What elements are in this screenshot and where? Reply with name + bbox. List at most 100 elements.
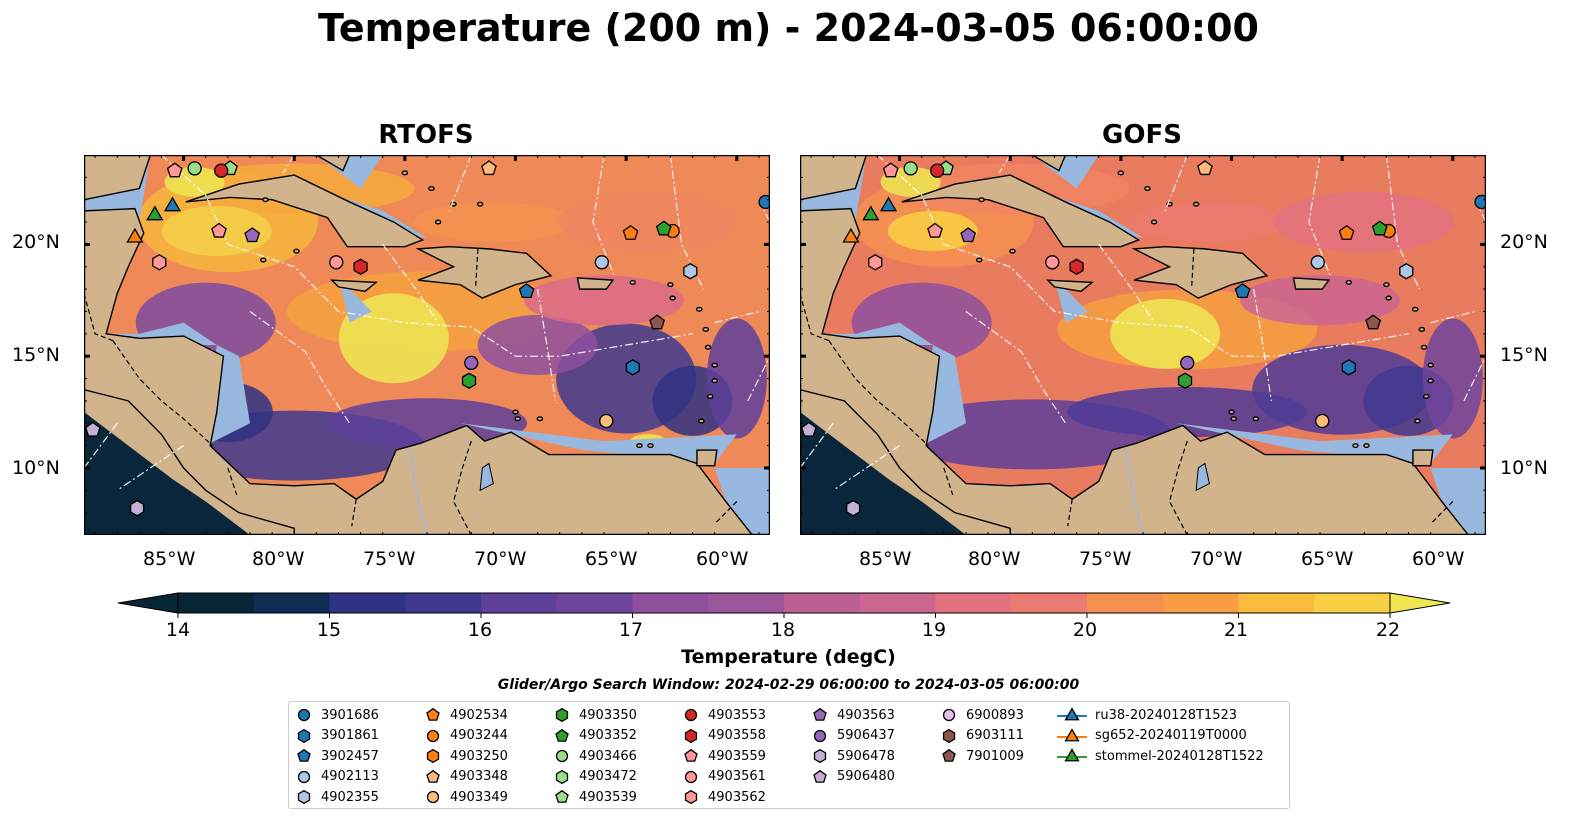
legend-label: ru38-20240128T1523 xyxy=(1095,707,1238,723)
legend-triangle-marker xyxy=(1064,707,1080,721)
argo-float-4903553 xyxy=(930,163,945,178)
colorbar-bin xyxy=(405,593,482,613)
legend-label: 5906478 xyxy=(837,748,895,764)
pedro-bank xyxy=(338,277,372,323)
glider-stommel-20240128T1522 xyxy=(862,205,880,221)
colorbar-bin xyxy=(178,593,255,613)
panel-title-rtofs: RTOFS xyxy=(378,120,474,150)
legend-marker xyxy=(426,769,440,783)
colorbar-bin xyxy=(935,593,1012,613)
lon-tick-label: 70°W xyxy=(474,548,527,570)
lat-tick-label: 15°N xyxy=(12,344,60,366)
legend-hexagon-marker xyxy=(555,707,569,723)
legend-item: 3902457 xyxy=(295,746,379,766)
argo-float-4903553 xyxy=(214,163,229,178)
legend-marker xyxy=(555,750,569,763)
legend-item: stommel-20240128T1522 xyxy=(1057,746,1264,766)
argo-float-4903348 xyxy=(1197,160,1213,176)
colorbar-bin xyxy=(1238,593,1315,613)
legend-label: 4903561 xyxy=(708,769,766,785)
legend-item: 5906480 xyxy=(811,767,895,787)
legend-item: 4902355 xyxy=(295,787,379,807)
legend-circle-marker xyxy=(942,708,956,722)
lon-tick-label: 80°W xyxy=(968,548,1021,570)
legend-circle-marker xyxy=(297,708,311,722)
puerto-rico xyxy=(576,277,615,290)
legend-item: 4903561 xyxy=(682,767,766,787)
legend-marker xyxy=(813,707,827,721)
argo-float-3902457 xyxy=(1234,283,1251,299)
argo-float-4903563 xyxy=(960,227,977,243)
argo-float-5906480 xyxy=(800,421,817,437)
legend-marker xyxy=(684,770,698,783)
legend-marker xyxy=(684,790,698,805)
argo-float-7901009 xyxy=(1365,314,1382,330)
argo-float-4903559 xyxy=(211,222,227,238)
argo-float-4903349 xyxy=(599,413,614,429)
legend-label: 4902113 xyxy=(321,769,379,785)
legend-pentagon-marker xyxy=(555,728,569,742)
argo-float-3901686 xyxy=(758,194,770,210)
argo-float-4902534 xyxy=(622,224,639,240)
legend-item: 6903111 xyxy=(940,726,1024,746)
argo-float-4902113 xyxy=(1310,255,1325,270)
argo-float-4903562 xyxy=(868,254,883,271)
legend-label: 4902534 xyxy=(450,707,508,723)
legend-label: 4903250 xyxy=(450,748,508,764)
argo-float-4903348 xyxy=(481,160,497,176)
legend-label: 4903348 xyxy=(450,769,508,785)
argo-float-4903562 xyxy=(152,254,167,271)
colorbar-bin xyxy=(1162,593,1239,613)
argo-float-4902355 xyxy=(1399,263,1414,280)
legend-marker xyxy=(813,749,827,764)
legend-item: 4903472 xyxy=(553,767,637,787)
lon-tick-label: 70°W xyxy=(1190,548,1243,570)
argo-float-4903352 xyxy=(1371,220,1388,236)
legend-label: stommel-20240128T1522 xyxy=(1095,748,1264,764)
argo-float-3901686 xyxy=(1474,194,1486,210)
argo-float-5906478 xyxy=(845,499,861,517)
puerto-rico xyxy=(1292,277,1331,290)
glider-ru38-20240128T1523 xyxy=(163,196,182,212)
legend-marker xyxy=(813,769,827,783)
legend-item: 4903553 xyxy=(682,705,766,725)
legend-label: 4903352 xyxy=(579,728,637,744)
legend-triangle-marker xyxy=(1064,748,1080,762)
legend-hexagon-marker xyxy=(684,790,698,805)
legend-label: sg652-20240119T0000 xyxy=(1095,728,1247,744)
argo-float-4903558 xyxy=(1069,258,1084,275)
legend-marker xyxy=(942,708,956,722)
legend-item: 5906478 xyxy=(811,746,895,766)
legend-hexagon-marker xyxy=(813,749,827,764)
colorbar-tick-label: 19 xyxy=(921,619,947,641)
legend-item: 7901009 xyxy=(940,746,1024,766)
lon-tick-label: 60°W xyxy=(696,548,749,570)
legend-item: 6900893 xyxy=(940,705,1024,725)
guiana-shelf xyxy=(1430,467,1486,535)
colorbar-bin xyxy=(859,593,936,613)
argo-float-4903350 xyxy=(461,372,477,389)
legend-item: 4903348 xyxy=(424,767,508,787)
lon-tick-label: 80°W xyxy=(252,548,305,570)
legend-marker xyxy=(684,728,698,743)
legend-label: 4903349 xyxy=(450,789,508,805)
lon-tick-label: 65°W xyxy=(1301,548,1354,570)
legend-marker xyxy=(942,728,956,743)
legend-marker xyxy=(684,708,698,722)
legend-marker xyxy=(297,749,311,762)
jamaica xyxy=(330,279,378,293)
argo-float-4903349 xyxy=(1315,413,1330,429)
legend-marker xyxy=(426,791,440,804)
lat-tick-label: 15°N xyxy=(1500,344,1548,366)
colorbar-extend-high xyxy=(1389,592,1451,614)
legend-item: 4903250 xyxy=(424,746,508,766)
legend-marker xyxy=(555,769,569,784)
argo-float-3901861 xyxy=(1341,359,1356,376)
lat-tick-label: 20°N xyxy=(1500,231,1548,253)
colorbar-bin xyxy=(556,593,633,613)
colorbar-title: Temperature (degC) xyxy=(681,646,896,668)
legend-item: 4902534 xyxy=(424,705,508,725)
legend-marker xyxy=(1057,707,1087,721)
argo-float-3902457 xyxy=(518,283,535,299)
legend-hexagon-marker xyxy=(942,728,956,743)
